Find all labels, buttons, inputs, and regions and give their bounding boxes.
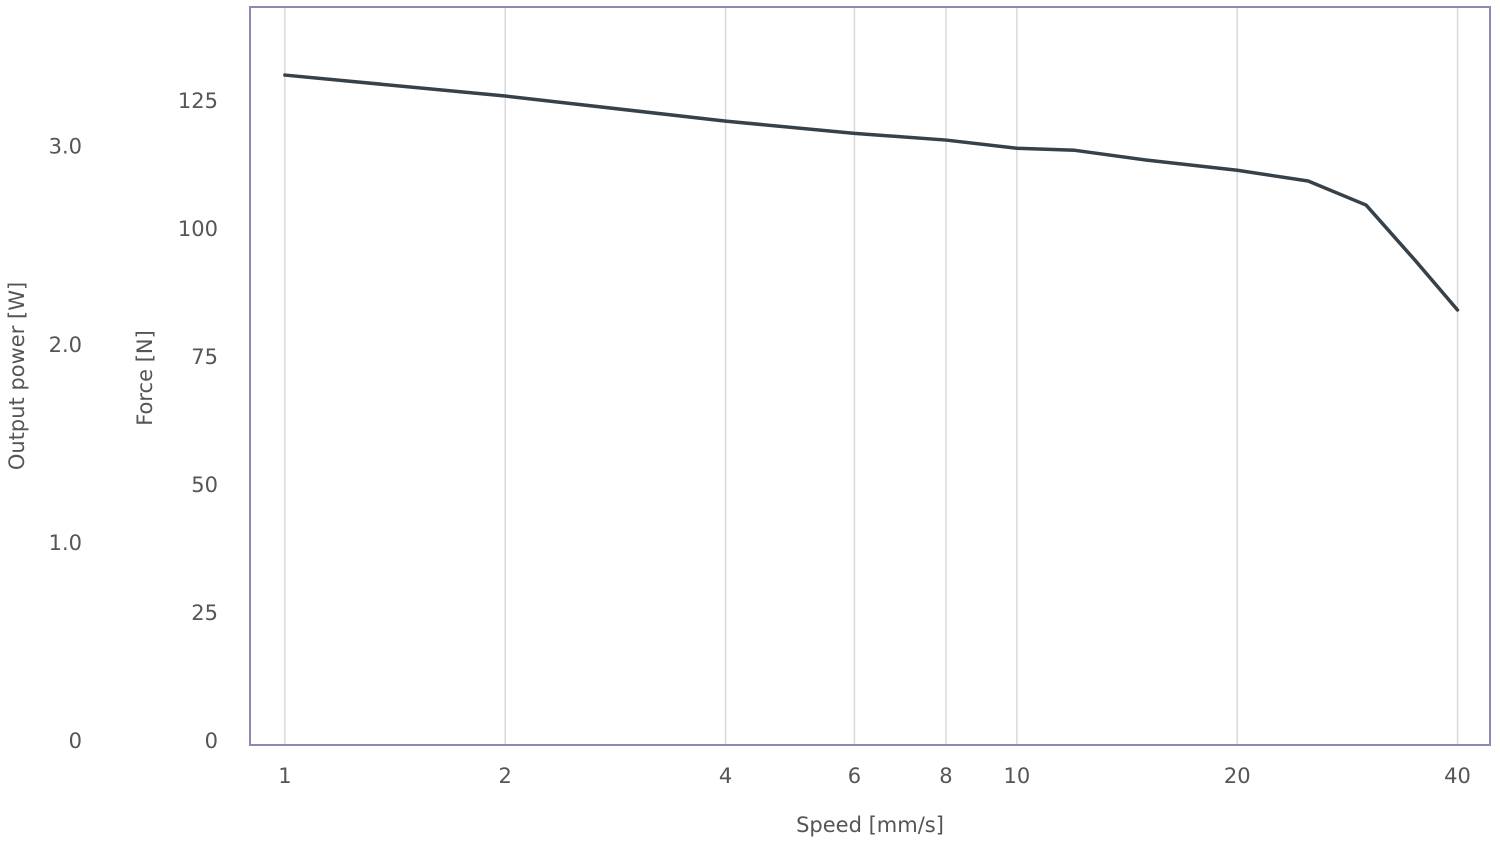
x-tick-label: 20 — [1224, 764, 1251, 788]
x-tick-label: 1 — [278, 764, 291, 788]
y2-tick-label: 2.0 — [49, 333, 82, 357]
y-tick-label: 100 — [178, 217, 218, 241]
x-tick-label: 4 — [719, 764, 732, 788]
x-tick-label: 6 — [848, 764, 861, 788]
x-tick-label: 2 — [499, 764, 512, 788]
y-tick-label: 75 — [191, 345, 218, 369]
y2-axis-label: Output power [W] — [5, 282, 29, 470]
x-axis-label: Speed [mm/s] — [796, 813, 944, 837]
y2-tick-label: 3.0 — [49, 135, 82, 159]
line-series — [283, 73, 1460, 312]
x-tick-label: 8 — [939, 764, 952, 788]
y2-tick-label: 0 — [69, 729, 82, 753]
y-axis-label: Force [N] — [133, 330, 157, 426]
x-tick-label: 10 — [1003, 764, 1030, 788]
y2-tick-label: 1.0 — [49, 531, 82, 555]
y-tick-label: 0 — [205, 729, 218, 753]
y-tick-label: 50 — [191, 473, 218, 497]
x-tick-label: 40 — [1444, 764, 1471, 788]
y-tick-label: 125 — [178, 89, 218, 113]
plot-frame — [249, 6, 1491, 746]
y-tick-label: 25 — [191, 601, 218, 625]
